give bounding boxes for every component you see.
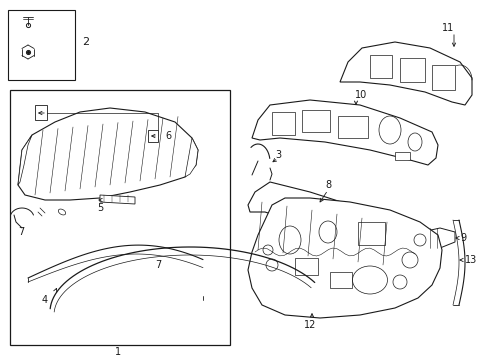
Polygon shape xyxy=(247,198,441,318)
Polygon shape xyxy=(399,58,424,82)
Polygon shape xyxy=(339,42,471,105)
Polygon shape xyxy=(184,138,198,177)
Polygon shape xyxy=(18,135,32,185)
Text: 10: 10 xyxy=(354,90,366,100)
Polygon shape xyxy=(251,100,437,165)
Polygon shape xyxy=(148,130,158,142)
Polygon shape xyxy=(35,105,47,120)
Text: 2: 2 xyxy=(82,37,89,47)
Text: 7: 7 xyxy=(155,260,161,270)
Text: 4: 4 xyxy=(42,295,48,305)
Text: 12: 12 xyxy=(303,320,316,330)
Polygon shape xyxy=(8,10,75,80)
Polygon shape xyxy=(294,258,317,275)
Text: 7: 7 xyxy=(18,227,24,237)
Polygon shape xyxy=(271,112,294,135)
Text: 8: 8 xyxy=(325,180,330,190)
Text: 9: 9 xyxy=(459,233,465,243)
Text: 1: 1 xyxy=(115,347,121,357)
Polygon shape xyxy=(431,65,454,90)
Polygon shape xyxy=(247,182,419,260)
Polygon shape xyxy=(394,152,409,160)
Polygon shape xyxy=(18,108,198,200)
Text: 13: 13 xyxy=(464,255,476,265)
Polygon shape xyxy=(337,116,367,138)
Polygon shape xyxy=(369,55,391,78)
Text: 11: 11 xyxy=(441,23,453,33)
Text: 5: 5 xyxy=(97,203,103,213)
Polygon shape xyxy=(100,195,135,204)
Polygon shape xyxy=(10,90,229,345)
Polygon shape xyxy=(302,110,329,132)
Polygon shape xyxy=(357,222,384,245)
Polygon shape xyxy=(421,228,454,248)
Text: 3: 3 xyxy=(274,150,281,160)
Polygon shape xyxy=(329,272,351,288)
Text: 6: 6 xyxy=(164,131,171,141)
